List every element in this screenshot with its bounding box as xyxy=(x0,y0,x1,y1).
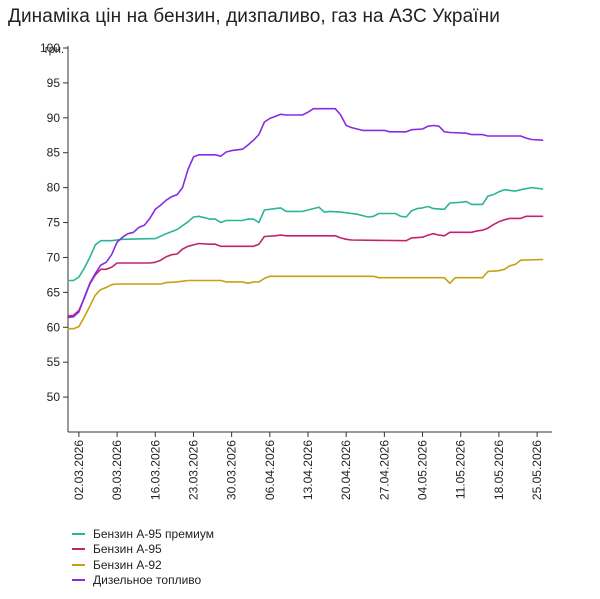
legend-item: Дизельное топливо xyxy=(72,573,214,589)
legend-swatch xyxy=(72,563,85,566)
y-tick-label: 85 xyxy=(47,146,61,160)
y-tick-label: 95 xyxy=(47,76,61,90)
x-tick-label: 23.03.2026 xyxy=(186,440,200,500)
legend-label: Бензин А-95 премиум xyxy=(93,526,214,541)
legend-label: Бензин А-92 xyxy=(93,557,162,572)
x-tick-label: 04.05.2026 xyxy=(416,440,430,500)
x-tick-label: 18.05.2026 xyxy=(492,440,506,500)
y-tick-label: 75 xyxy=(47,216,61,230)
series-line-2 xyxy=(67,215,544,317)
y-tick-label: 60 xyxy=(47,320,61,334)
chart-legend: Бензин А-95 премиум Бензин А-95 Бензин А-9… xyxy=(72,526,214,588)
chart-title: Динаміка цін на бензин, дизпаливо, газ н… xyxy=(8,6,500,27)
legend-item: Бензин А-95 xyxy=(72,542,214,558)
x-tick-label: 11.05.2026 xyxy=(454,440,468,499)
x-tick-label: 30.03.2026 xyxy=(225,440,239,500)
x-tick-label: 09.03.2026 xyxy=(110,440,124,500)
y-axis-unit-label: грн. xyxy=(45,44,64,56)
legend-item: Бензин А-95 премиум xyxy=(72,526,214,542)
x-tick-label: 27.04.2026 xyxy=(377,440,391,500)
x-tick-label: 06.04.2026 xyxy=(263,440,277,500)
y-tick-label: 90 xyxy=(47,111,61,125)
x-tick-label: 16.03.2026 xyxy=(148,440,162,500)
x-tick-label: 13.04.2026 xyxy=(301,440,315,500)
series-line-3 xyxy=(67,258,544,330)
legend-swatch xyxy=(72,579,85,582)
series-line-4 xyxy=(67,107,544,319)
x-tick-label: 02.03.2026 xyxy=(72,440,86,500)
y-tick-label: 100 xyxy=(40,41,60,55)
series-line-1 xyxy=(67,186,544,282)
legend-label: Бензин А-95 xyxy=(93,542,162,557)
legend-swatch xyxy=(72,548,85,551)
x-tick-label: 20.04.2026 xyxy=(339,440,353,500)
x-tick-label: 25.05.2026 xyxy=(530,440,544,500)
y-tick-label: 55 xyxy=(47,355,61,369)
legend-swatch xyxy=(72,532,85,535)
legend-label: Дизельное топливо xyxy=(93,573,202,588)
y-tick-label: 65 xyxy=(47,285,61,299)
y-tick-label: 70 xyxy=(47,250,61,264)
y-tick-label: 80 xyxy=(47,181,61,195)
y-tick-label: 50 xyxy=(47,390,61,404)
legend-item: Бензин А-92 xyxy=(72,557,214,573)
